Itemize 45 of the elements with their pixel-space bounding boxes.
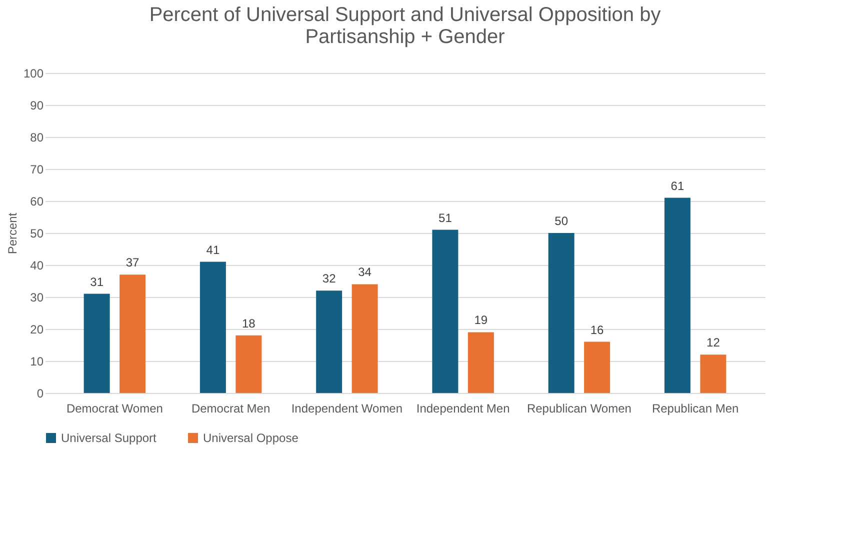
data-label: 31: [90, 274, 104, 289]
data-label: 12: [706, 336, 720, 350]
data-label: 18: [242, 316, 256, 330]
y-tick-label: 100: [23, 66, 44, 80]
bar: [584, 342, 610, 393]
x-tick-label: Independent Women: [291, 402, 403, 416]
y-tick-label: 80: [30, 130, 44, 144]
bar: [548, 233, 574, 393]
y-tick-label: 10: [30, 354, 44, 368]
data-label: 34: [358, 265, 372, 280]
x-tick-label: Independent Men: [416, 402, 510, 416]
data-label: 51: [438, 210, 452, 225]
x-tick-label: Democrat Women: [66, 402, 163, 416]
x-tick-label: Republican Men: [652, 402, 739, 416]
y-axis-title: Percent: [5, 212, 20, 254]
bar: [200, 262, 226, 393]
bar: [664, 198, 690, 393]
bar: [352, 284, 378, 393]
bar: [432, 230, 458, 393]
legend-label: Universal Support: [61, 431, 158, 445]
bar: [120, 274, 146, 393]
legend-label: Universal Oppose: [203, 431, 299, 445]
data-label: 16: [590, 322, 604, 337]
data-label: 19: [474, 313, 488, 328]
y-tick-label: 40: [30, 258, 44, 272]
y-tick-label: 90: [30, 98, 44, 112]
data-label: 32: [322, 272, 336, 286]
bar: [316, 290, 342, 393]
data-label: 37: [126, 256, 140, 270]
y-tick-label: 50: [30, 226, 44, 240]
y-tick-label: 30: [30, 290, 44, 304]
x-tick-label: Democrat Men: [191, 402, 270, 416]
chart-title: Percent of Universal Support and Universal Opposition by Partisanship + Gender: [149, 4, 661, 48]
data-label: 50: [554, 214, 568, 228]
bar: [468, 332, 494, 393]
x-tick-label: Republican Women: [526, 402, 632, 416]
y-tick-label: 70: [30, 162, 44, 176]
y-tick-label: 20: [30, 322, 44, 336]
bar: [84, 294, 110, 393]
bar: [700, 354, 726, 393]
data-label: 41: [206, 242, 220, 257]
y-tick-label: 60: [30, 194, 44, 208]
data-label: 61: [670, 178, 684, 193]
bar: [236, 335, 262, 393]
y-tick-label: 0: [36, 386, 44, 400]
